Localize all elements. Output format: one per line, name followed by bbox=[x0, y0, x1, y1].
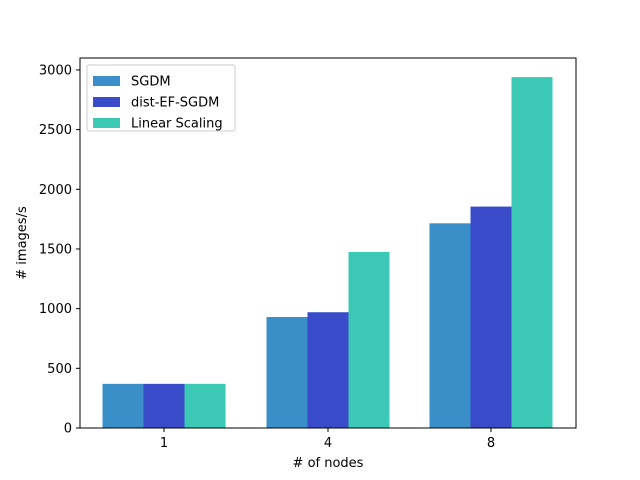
legend-label: dist-EF-SGDM bbox=[131, 96, 219, 111]
x-axis-label: # of nodes bbox=[293, 456, 364, 471]
bar-dist-ef-sgdm-4 bbox=[307, 312, 349, 428]
x-tick-label: 1 bbox=[160, 436, 168, 451]
x-axis: 1 4 8 bbox=[160, 428, 495, 451]
bars-group bbox=[102, 77, 553, 428]
bar-linear-scaling-1 bbox=[184, 383, 226, 428]
bar-sgdm-4 bbox=[266, 317, 308, 428]
legend-label: Linear Scaling bbox=[131, 117, 223, 132]
bar-dist-ef-sgdm-1 bbox=[143, 383, 185, 428]
legend-swatch bbox=[93, 76, 120, 86]
x-tick-label: 8 bbox=[487, 436, 495, 451]
y-tick-label: 500 bbox=[47, 362, 72, 377]
bar-sgdm-1 bbox=[102, 383, 144, 428]
legend-swatch bbox=[93, 97, 120, 107]
y-tick-label: 3000 bbox=[39, 63, 72, 78]
y-tick-label: 1500 bbox=[39, 242, 72, 257]
legend-box bbox=[86, 64, 236, 132]
legend: SGDM dist-EF-SGDM Linear Scaling bbox=[86, 64, 236, 132]
bar-sgdm-8 bbox=[429, 223, 471, 428]
bar-linear-scaling-8 bbox=[511, 77, 553, 428]
y-axis: 0 500 1000 1500 2000 2500 3000 bbox=[39, 63, 80, 437]
y-tick-label: 0 bbox=[64, 422, 72, 437]
bar-linear-scaling-4 bbox=[348, 251, 390, 428]
bar-dist-ef-sgdm-8 bbox=[470, 206, 512, 428]
y-tick-label: 2500 bbox=[39, 123, 72, 138]
y-tick-label: 1000 bbox=[39, 302, 72, 317]
x-tick-label: 4 bbox=[324, 436, 332, 451]
y-tick-label: 2000 bbox=[39, 183, 72, 198]
legend-swatch bbox=[93, 118, 120, 128]
legend-label: SGDM bbox=[131, 75, 171, 90]
y-axis-label: # images/s bbox=[15, 206, 30, 280]
